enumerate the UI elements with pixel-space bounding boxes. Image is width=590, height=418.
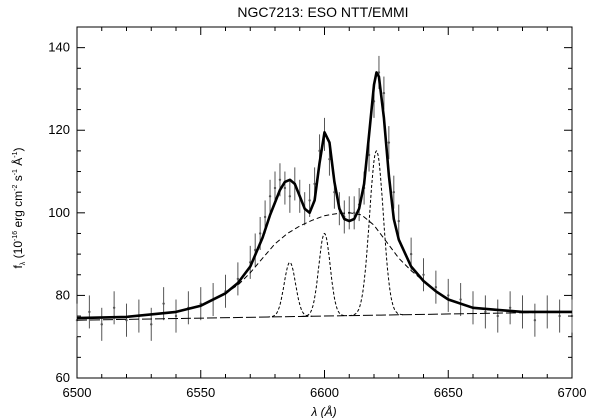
total-fit-line <box>76 71 572 320</box>
data-point <box>422 273 425 276</box>
data-point <box>308 199 311 202</box>
data-point <box>397 219 400 223</box>
y-tick-label: 80 <box>56 287 70 302</box>
x-tick-label: 6700 <box>558 385 587 400</box>
data-point <box>112 306 116 309</box>
data-point <box>150 323 153 326</box>
narrow-component-line <box>301 232 347 317</box>
data-point <box>88 310 91 314</box>
axis-layer: 6500 6550 6600 6650 6700 60 80 100 120 140 <box>48 26 587 400</box>
narrow-component-line <box>348 150 404 317</box>
data-point <box>409 252 413 256</box>
x-tick-label: 6600 <box>310 385 339 400</box>
x-tick-label: 6500 <box>63 385 92 400</box>
data-point <box>273 186 277 190</box>
y-axis-label: fλ (10-16 erg cm-2 s-1 Å-1) <box>10 147 27 268</box>
chart-title: NGC7213: ESO NTT/EMMI <box>237 4 408 20</box>
y-tick-label: 100 <box>48 205 70 220</box>
data-point <box>268 195 272 198</box>
data-point <box>558 314 561 318</box>
data-point <box>328 157 331 161</box>
data-point <box>382 91 386 95</box>
data-point <box>258 232 262 235</box>
data-point <box>100 323 103 326</box>
data-point <box>447 294 450 297</box>
x-axis-label: λ (Å) <box>310 404 336 418</box>
data-point <box>508 306 512 309</box>
x-tick-label: 6550 <box>186 385 215 400</box>
continuum-line <box>76 311 573 321</box>
data-point <box>459 298 462 301</box>
data-point <box>533 318 537 322</box>
data-point <box>387 141 391 144</box>
data-point <box>174 314 178 318</box>
series-layer <box>75 55 574 341</box>
data-point <box>434 285 438 289</box>
data-point <box>236 277 240 281</box>
y-tick-label: 60 <box>56 370 70 385</box>
data-point <box>353 211 356 215</box>
data-point <box>496 314 499 318</box>
y-tick-label: 140 <box>48 40 70 55</box>
narrow-component-line <box>267 261 313 318</box>
data-point <box>263 215 267 219</box>
data-point <box>278 178 282 181</box>
data-point <box>288 195 292 198</box>
data-point <box>162 302 165 305</box>
data-point <box>313 182 316 186</box>
data-point <box>392 190 395 194</box>
data-point <box>283 186 287 190</box>
data-point <box>367 153 371 157</box>
x-tick-label: 6650 <box>434 385 463 400</box>
data-point <box>484 310 487 314</box>
y-tick-label: 120 <box>48 122 70 137</box>
